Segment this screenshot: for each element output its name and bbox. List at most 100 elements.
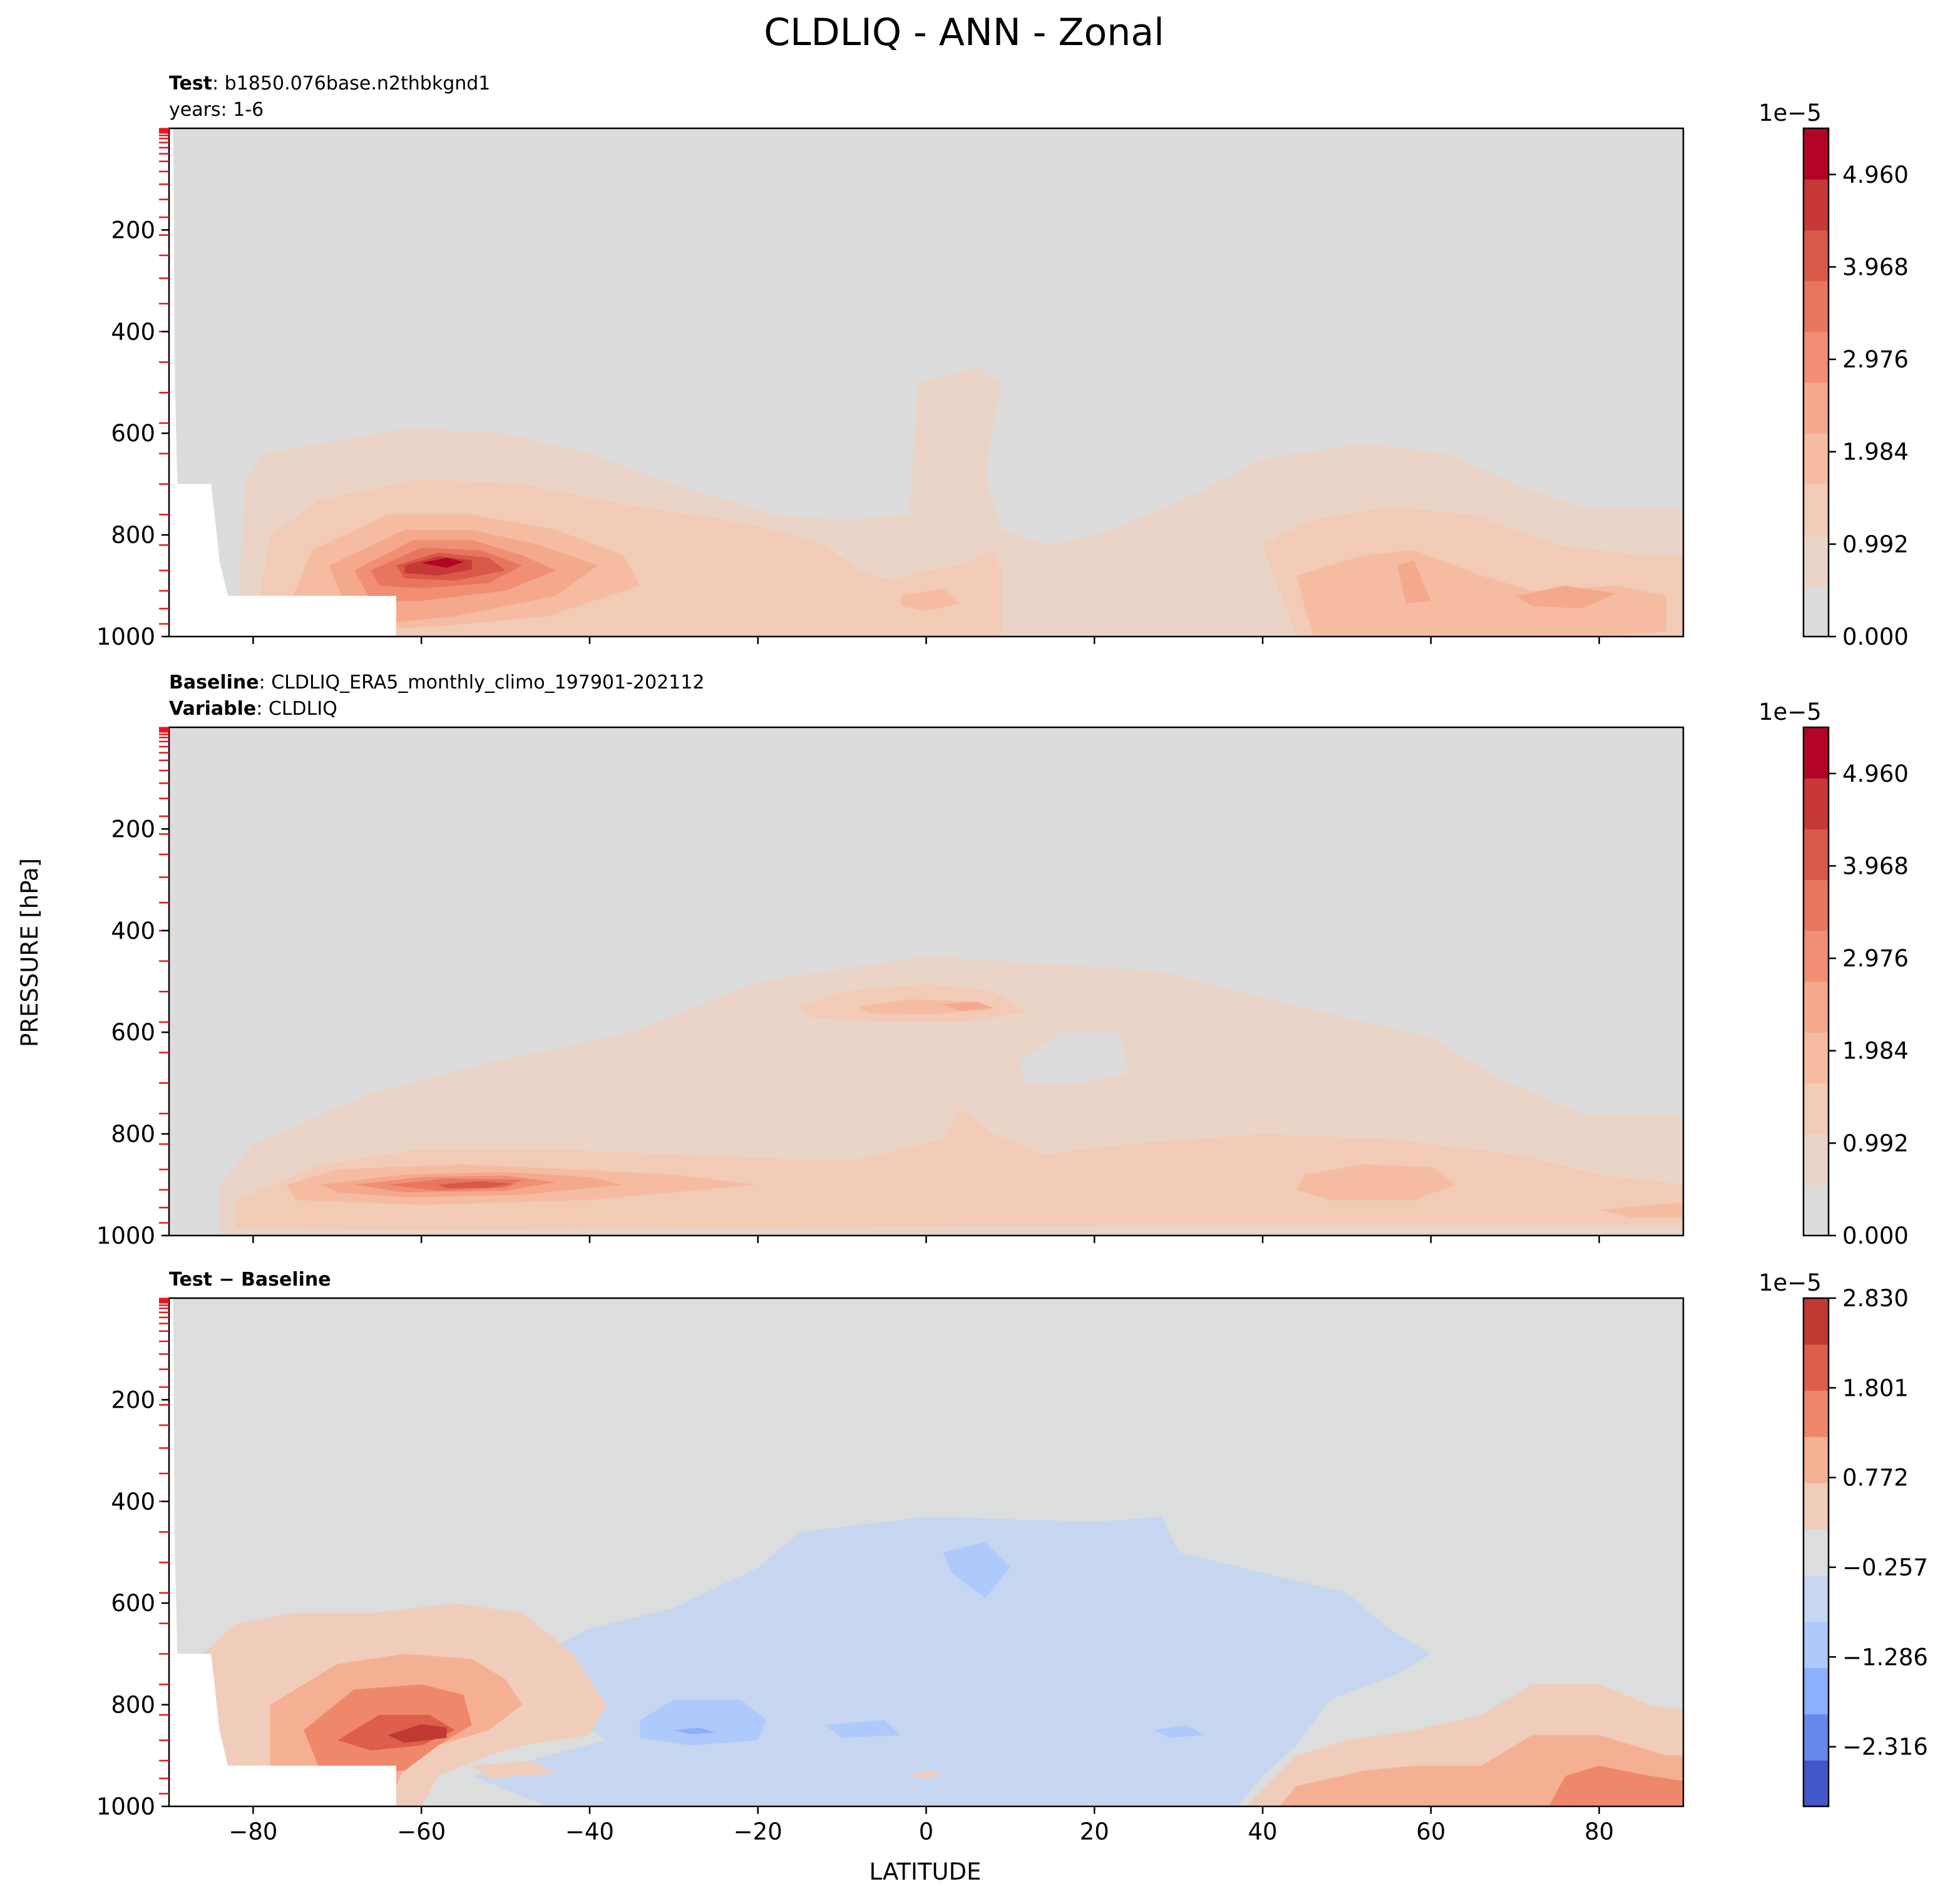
header-text: years: 1-6: [169, 99, 264, 121]
contour-region: [1296, 550, 1667, 637]
colorbar-tick-label: 2.976: [1842, 346, 1909, 373]
contour-region: [825, 1720, 901, 1738]
y-tick-label: 400: [111, 319, 155, 346]
colorbar-swatch: [1804, 778, 1829, 829]
y-tick-label: 400: [111, 1488, 155, 1515]
x-tick-label: 0: [919, 1818, 934, 1845]
colorbar-swatch: [1804, 128, 1829, 180]
x-tick-label: −60: [397, 1818, 446, 1845]
contour-region: [421, 558, 464, 568]
contour-region: [236, 1108, 1683, 1231]
colorbar-multiplier: 1e−5: [1758, 1269, 1822, 1296]
y-tick-label: 200: [111, 1386, 155, 1413]
colorbar-frame: [1802, 127, 1830, 638]
colorbar-swatch: [1804, 981, 1829, 1033]
colorbar-swatch: [1804, 1083, 1829, 1135]
panel-test: 200 400 600 800 1000 Test: b1850.076base.n2th…: [96, 73, 1909, 650]
colorbar-frame: [1802, 726, 1830, 1237]
x-tick-label: 60: [1416, 1818, 1445, 1845]
colorbar-tick-label: −1.286: [1842, 1644, 1928, 1671]
header-bold: Test: [169, 73, 212, 95]
contour-region: [387, 1724, 447, 1743]
x-tick-label: −20: [734, 1818, 782, 1845]
y-tick-label: 200: [111, 217, 155, 243]
colorbar-swatch: [1804, 1483, 1829, 1530]
plot-area: [169, 128, 1683, 637]
colorbar-tick-label: −0.257: [1842, 1554, 1928, 1581]
colorbar-swatch: [1804, 230, 1829, 282]
colorbar: 2.830 1.801 0.772 −0.257 −1.286 −2.316 1e−5: [1758, 1269, 1928, 1808]
colorbar-tick-label: 0.000: [1842, 623, 1909, 650]
contour-region: [909, 1771, 943, 1778]
panel-header-line: Test: b1850.076base.n2thbkgnd1: [169, 73, 490, 95]
header-bold: Baseline: [169, 672, 259, 694]
colorbar-swatch: [1804, 179, 1829, 230]
y-tick-label: 600: [111, 1019, 155, 1046]
x-tick-label: 80: [1584, 1818, 1614, 1845]
colorbar-swatch: [1804, 535, 1829, 586]
x-tick-label: −80: [228, 1818, 277, 1845]
colorbar-swatch: [1804, 727, 1829, 779]
missing-data-mask: [169, 128, 396, 637]
contour-region: [438, 1181, 514, 1189]
colorbar-tick-label: 4.960: [1842, 161, 1909, 188]
colorbar-swatch: [1804, 930, 1829, 982]
colorbar-swatch: [1804, 1760, 1829, 1807]
figure-title: CLDLIQ - ANN - Zonal: [764, 11, 1164, 54]
panel-difference: 200 400 600 800 1000 −80 −60 −40 −20 0 20 40 60 80 Tes…: [96, 1269, 1928, 1845]
y-tick-label: 600: [111, 1590, 155, 1617]
header-bold: Variable: [169, 698, 256, 720]
x-axis-label: LATITUDE: [870, 1858, 982, 1885]
colorbar-tick-label: 1.984: [1842, 439, 1909, 466]
colorbar-frame: [1802, 1297, 1830, 1808]
colorbar-tick-label: 2.976: [1842, 945, 1909, 972]
y-tick-label: 800: [111, 1692, 155, 1719]
colorbar-swatch: [1804, 1390, 1829, 1438]
x-tick-label: −40: [565, 1818, 614, 1845]
colorbar-tick-label: 1.801: [1842, 1374, 1909, 1401]
colorbar-tick-label: 0.992: [1842, 531, 1909, 558]
colorbar-tick-label: −2.316: [1842, 1734, 1928, 1761]
y-tick-label: 400: [111, 918, 155, 944]
colorbar-swatch: [1804, 1621, 1829, 1669]
contour-region: [674, 1728, 716, 1734]
colorbar-swatch: [1804, 484, 1829, 536]
header-text: : b1850.076base.n2thbkgnd1: [212, 73, 490, 95]
colorbar-swatch: [1804, 829, 1829, 881]
colorbar-swatch: [1804, 1714, 1829, 1761]
y-tick-label: 800: [111, 1121, 155, 1148]
contour-region: [1397, 560, 1431, 604]
colorbar-swatch: [1804, 382, 1829, 434]
colorbar-multiplier: 1e−5: [1758, 100, 1822, 126]
colorbar-swatch: [1804, 1344, 1829, 1391]
colorbar-tick-label: 0.772: [1842, 1465, 1909, 1492]
contour-region: [1153, 1725, 1204, 1738]
colorbar-tick-label: 4.960: [1842, 760, 1909, 787]
contour-region: [943, 1001, 993, 1011]
colorbar-swatch: [1804, 1184, 1829, 1236]
colorbar-tick-label: 3.968: [1842, 852, 1909, 879]
contour-region: [1599, 1202, 1683, 1218]
contour-region: [471, 1760, 557, 1779]
colorbar-tick-label: 3.968: [1842, 253, 1909, 280]
contour-region: [901, 588, 960, 612]
header-text: : CLDLIQ_ERA5_monthly_climo_197901-20211…: [259, 672, 705, 694]
colorbar-swatch: [1804, 433, 1829, 484]
colorbar-swatch: [1804, 1298, 1829, 1345]
colorbar-swatch: [1804, 1134, 1829, 1185]
contour-region: [1515, 585, 1616, 609]
colorbar-swatch: [1804, 879, 1829, 931]
plot-area: [169, 727, 1683, 1236]
y-axis-label: PRESSURE [hPa]: [16, 858, 43, 1047]
contour-region: [1549, 1766, 1683, 1806]
colorbar-swatch: [1804, 585, 1829, 637]
contour-region: [943, 1542, 1010, 1599]
header-text: : CLDLIQ: [256, 698, 337, 720]
contour-region: [640, 1699, 767, 1746]
panel-header-line: Variable: CLDLIQ: [169, 698, 337, 720]
colorbar-swatch: [1804, 1529, 1829, 1576]
missing-data-mask: [169, 1298, 396, 1806]
colorbar-swatch: [1804, 1436, 1829, 1483]
panel-header-line: Baseline: CLDLIQ_ERA5_monthly_climo_1979…: [169, 672, 704, 694]
